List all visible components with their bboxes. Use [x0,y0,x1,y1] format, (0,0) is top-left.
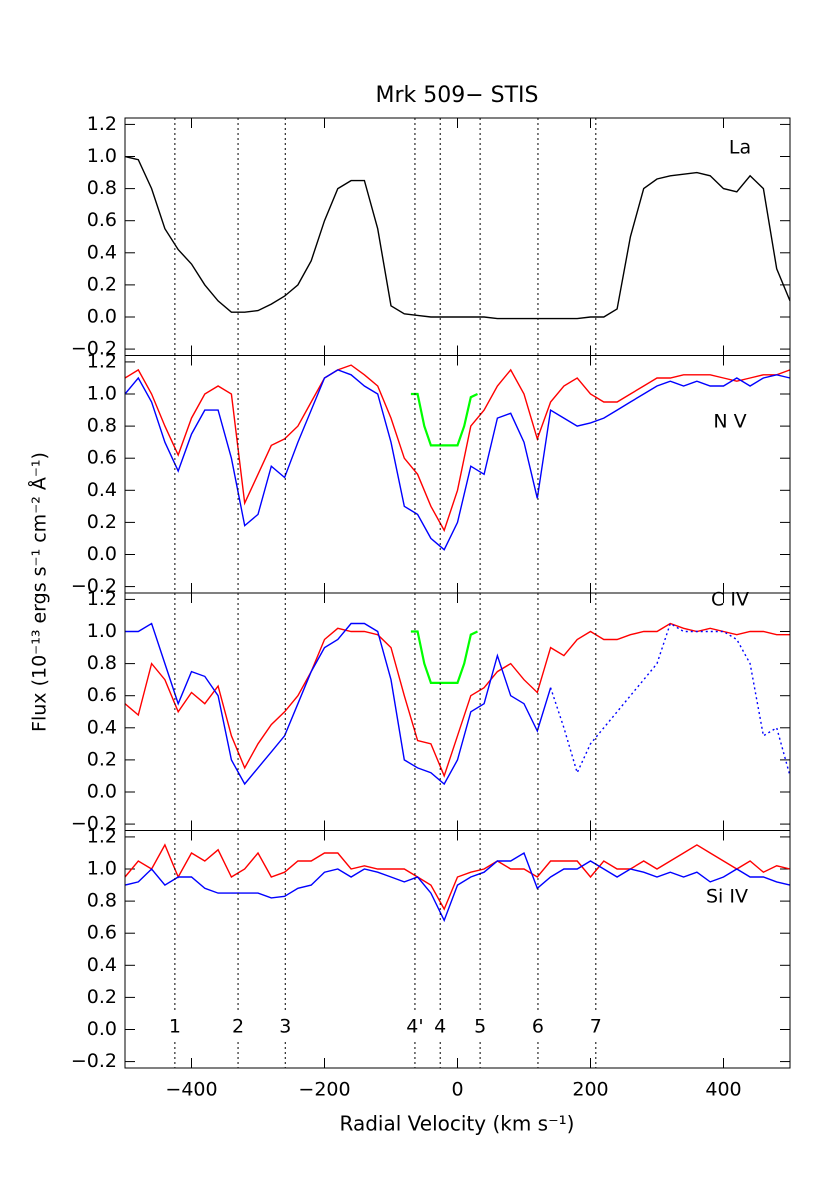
y-tick-label: 0.4 [87,716,117,738]
y-tick-label: 0.0 [87,780,117,802]
y-tick-label: 1.0 [87,858,117,880]
y-tick-label: 0.8 [87,177,117,199]
spectrum-line [549,622,791,777]
y-tick-label: 1.0 [87,620,117,642]
component-label: 4' [406,1016,423,1038]
y-tick-label: 0.2 [87,511,117,533]
panel-frame [124,830,791,1069]
panel-label: La [729,137,751,159]
y-tick-label: −0.2 [71,1050,117,1072]
component-label: 6 [532,1016,544,1038]
spectrum-line [124,369,791,551]
y-tick-label: 0.4 [87,479,117,501]
y-tick-label: 1.2 [87,113,117,135]
panel-label: Si IV [706,886,748,908]
x-tick-label: 0 [451,1079,463,1101]
panel-frame [124,355,791,594]
y-tick-label: 0.0 [87,1018,117,1040]
y-tick-label: 0.6 [87,922,117,944]
x-tick-label: −200 [298,1079,350,1101]
y-tick-label: 0.2 [87,748,117,770]
spectrum-line [125,622,552,786]
y-tick-label: 0.4 [87,241,117,263]
y-tick-label: 0.0 [87,305,117,327]
y-tick-label: −0.2 [71,575,117,597]
y-tick-label: −0.2 [71,338,117,360]
y-tick-label: 1.0 [87,145,117,167]
panel-label: N V [713,411,746,433]
panel-label: C IV [711,589,749,611]
y-tick-label: 0.2 [87,986,117,1008]
spectrum-line [124,364,791,533]
y-tick-label: 0.4 [87,954,117,976]
spectrum-line [410,630,478,684]
y-tick-label: −0.2 [71,813,117,835]
component-label: 4 [434,1016,446,1038]
y-tick-label: 1.2 [87,588,117,610]
chart-title: Mrk 509− STIS [375,83,538,108]
y-tick-label: 0.6 [87,209,117,231]
x-axis-label: Radial Velocity (km s⁻¹) [340,1112,575,1136]
y-tick-label: 1.2 [87,350,117,372]
y-tick-label: 1.2 [87,825,117,847]
spectrum-line [124,622,790,778]
y-tick-label: 0.8 [87,652,117,674]
spectrum-line [124,155,791,320]
component-label: 5 [474,1016,486,1038]
x-tick-label: −400 [165,1079,217,1101]
y-tick-label: 0.6 [87,684,117,706]
y-tick-label: 0.8 [87,890,117,912]
y-tick-label: 0.6 [87,447,117,469]
spectrum-line [124,851,791,923]
component-label: 3 [279,1016,291,1038]
x-tick-label: 200 [572,1079,608,1101]
y-axis-label: Flux (10⁻¹³ ergs s⁻¹ cm⁻² Å⁻¹) [28,452,51,732]
x-tick-label: 400 [705,1079,741,1101]
y-tick-label: 0.8 [87,415,117,437]
panel-frame [124,117,791,356]
component-label: 2 [232,1016,244,1038]
y-tick-label: 0.2 [87,273,117,295]
y-tick-label: 0.0 [87,543,117,565]
spectrum-line [124,843,791,911]
component-label: 1 [169,1016,181,1038]
y-tick-label: 1.0 [87,383,117,405]
spectrum-line [410,392,478,447]
component-label: 7 [590,1016,602,1038]
